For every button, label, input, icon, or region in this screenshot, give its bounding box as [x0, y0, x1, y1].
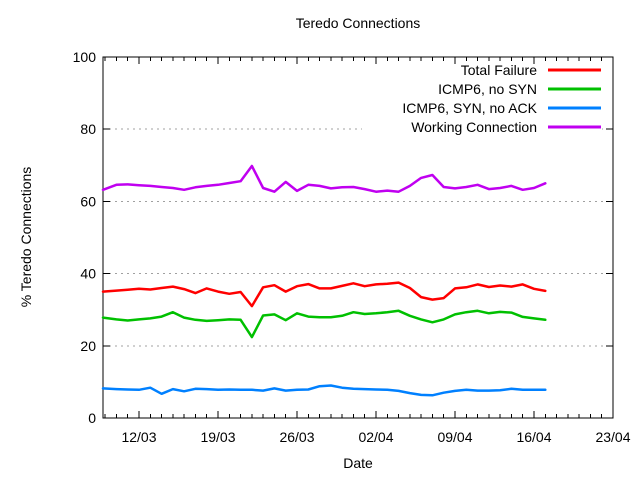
x-tick-label: 09/04 — [437, 429, 472, 445]
plot-border — [102, 56, 614, 419]
series-line-total-failure — [101, 281, 547, 308]
legend-label: ICMP6, SYN, no ACK — [402, 100, 537, 116]
chart-title: Teredo Connections — [295, 15, 421, 31]
y-tick-label: 40 — [80, 266, 96, 282]
y-tick-label: 80 — [80, 121, 96, 137]
series-line-icmp6-no-syn — [101, 309, 547, 339]
x-tick-label: 23/04 — [595, 429, 630, 445]
legend-label: Total Failure — [461, 62, 537, 78]
y-tick-label: 0 — [88, 410, 96, 426]
x-tick-label: 12/03 — [121, 429, 156, 445]
series-line-icmp6-syn-no-ack — [101, 384, 547, 397]
legend-label: Working Connection — [411, 119, 537, 135]
legend-background — [362, 60, 602, 137]
series-line-working-connection — [101, 164, 547, 193]
x-tick-label: 16/04 — [516, 429, 551, 445]
y-tick-label: 20 — [80, 338, 96, 354]
y-tick-label: 100 — [73, 49, 97, 65]
x-tick-label: 02/04 — [358, 429, 393, 445]
y-tick-label: 60 — [80, 193, 96, 209]
x-tick-label: 26/03 — [279, 429, 314, 445]
legend-label: ICMP6, no SYN — [438, 81, 537, 97]
x-axis-title: Date — [343, 455, 373, 471]
x-tick-label: 19/03 — [200, 429, 235, 445]
